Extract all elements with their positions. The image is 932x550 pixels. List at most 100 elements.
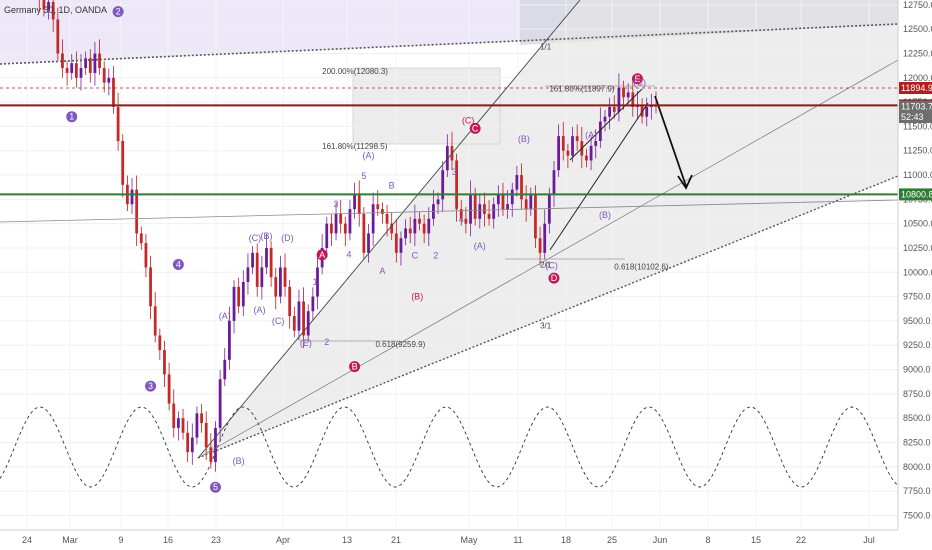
candle-body xyxy=(334,213,338,234)
price-tag-label: 10800.8 xyxy=(901,189,932,199)
wave-label-circle xyxy=(66,111,78,123)
candle-body xyxy=(427,218,431,234)
y-tick-label: 10000.0 xyxy=(903,267,932,277)
candle-body xyxy=(362,213,366,253)
candle-body xyxy=(237,286,241,307)
candle-body xyxy=(186,432,190,453)
wave-label-text: (A) xyxy=(363,151,375,161)
candle-body xyxy=(445,145,449,171)
candle-body xyxy=(214,427,217,462)
wave-label-text: (A) xyxy=(254,305,266,315)
fan-grey-zone xyxy=(198,0,898,458)
candle-body xyxy=(473,194,477,219)
candle-body xyxy=(190,437,194,453)
candle-body xyxy=(330,223,333,234)
price-tag-box xyxy=(899,100,932,113)
y-tick-label: 12000.0 xyxy=(903,73,932,83)
x-tick-label: Jul xyxy=(863,535,875,545)
candle-body xyxy=(195,413,199,438)
annotation-text: 200.00%(12080.3) xyxy=(322,67,388,76)
y-tick-label: 7500.0 xyxy=(903,510,931,520)
wave-label-text: 1 xyxy=(313,277,318,287)
candle-body xyxy=(385,213,389,224)
annotation-text: 1/1 xyxy=(540,43,552,52)
y-tick-label: 11500.0 xyxy=(903,121,932,131)
candle-body xyxy=(297,301,301,331)
y-tick-label: 9500.0 xyxy=(903,316,931,326)
wave-label-text: (B) xyxy=(599,210,611,220)
wave-label-text: 2 xyxy=(116,7,121,17)
wave-label-text: C xyxy=(472,123,479,133)
candle-body xyxy=(302,301,305,336)
candle-body xyxy=(543,223,547,253)
cycle-sine-curve xyxy=(0,406,899,488)
x-tick-label: 15 xyxy=(751,535,761,545)
y-tick-label: 8250.0 xyxy=(903,437,931,447)
x-tick-label: Apr xyxy=(276,535,290,545)
x-tick-label: 23 xyxy=(211,535,221,545)
y-tick-label: 8500.0 xyxy=(903,413,931,423)
y-tick-label: 9000.0 xyxy=(903,365,931,375)
candle-body xyxy=(218,379,222,428)
wave-label-text: C xyxy=(412,251,419,261)
candle-body xyxy=(163,350,166,375)
wave-label-text: B xyxy=(389,181,395,191)
candle-body xyxy=(339,213,343,224)
candle-body xyxy=(506,204,510,210)
candle-body xyxy=(589,145,593,161)
candle-body xyxy=(70,63,74,73)
price-tag-box xyxy=(899,188,932,201)
x-tick-label: May xyxy=(460,535,478,545)
y-tick-label: 11000.0 xyxy=(903,170,932,180)
y-axis: 12750.012500.012250.012000.011750.011500… xyxy=(897,0,932,530)
wave-label-circle xyxy=(209,481,221,493)
candle-body xyxy=(311,296,315,312)
wave-label-text: (B) xyxy=(260,231,272,241)
candle-body xyxy=(478,204,482,219)
candle-body xyxy=(353,194,356,210)
candle-body xyxy=(552,170,556,195)
annotation-text: 161.80%(11298.5) xyxy=(322,142,388,151)
candle-body xyxy=(93,53,97,73)
candle-body xyxy=(515,175,519,190)
wave-label-text: (E) xyxy=(300,338,312,348)
candle-body xyxy=(51,1,55,20)
candle-body xyxy=(172,403,176,428)
x-tick-label: 24 xyxy=(22,535,32,545)
candle-body xyxy=(390,223,394,234)
wave-label-text: 4 xyxy=(347,250,352,260)
wave-label-text: 3 xyxy=(148,381,153,391)
annotation-text: 0.618(9259.9) xyxy=(375,340,425,349)
candle-body xyxy=(394,233,398,253)
y-tick-label: 10250.0 xyxy=(903,243,932,253)
candle-body xyxy=(279,267,282,297)
wave-label-text: A xyxy=(319,250,325,260)
candle-body xyxy=(135,189,139,234)
x-tick-label: 8 xyxy=(705,535,710,545)
candle-body xyxy=(547,194,551,224)
candle-body xyxy=(269,247,273,278)
x-tick-label: 18 xyxy=(561,535,571,545)
candle-body xyxy=(501,194,505,210)
candle-body xyxy=(357,194,361,214)
y-tick-label: 12500.0 xyxy=(903,24,932,34)
candle-body xyxy=(520,175,523,200)
candle-body xyxy=(371,204,375,234)
rising-channel-upper xyxy=(569,88,643,161)
wave-label-text: B xyxy=(352,362,358,372)
annotation-text: 161.80%(11897.9) xyxy=(549,84,615,93)
candle-body xyxy=(130,189,134,205)
wave-label-text: (B) xyxy=(518,134,530,144)
y-tick-label: 8750.0 xyxy=(903,389,931,399)
candle-body xyxy=(200,413,203,424)
candle-body xyxy=(232,286,236,321)
x-tick-label: 16 xyxy=(163,535,173,545)
candle-body xyxy=(153,306,157,336)
candle-body xyxy=(116,106,120,142)
wave-label-text: 3 xyxy=(452,167,457,177)
wave-label-text: A xyxy=(379,266,385,276)
candle-body xyxy=(534,194,537,239)
wave-label-circle xyxy=(349,361,361,373)
